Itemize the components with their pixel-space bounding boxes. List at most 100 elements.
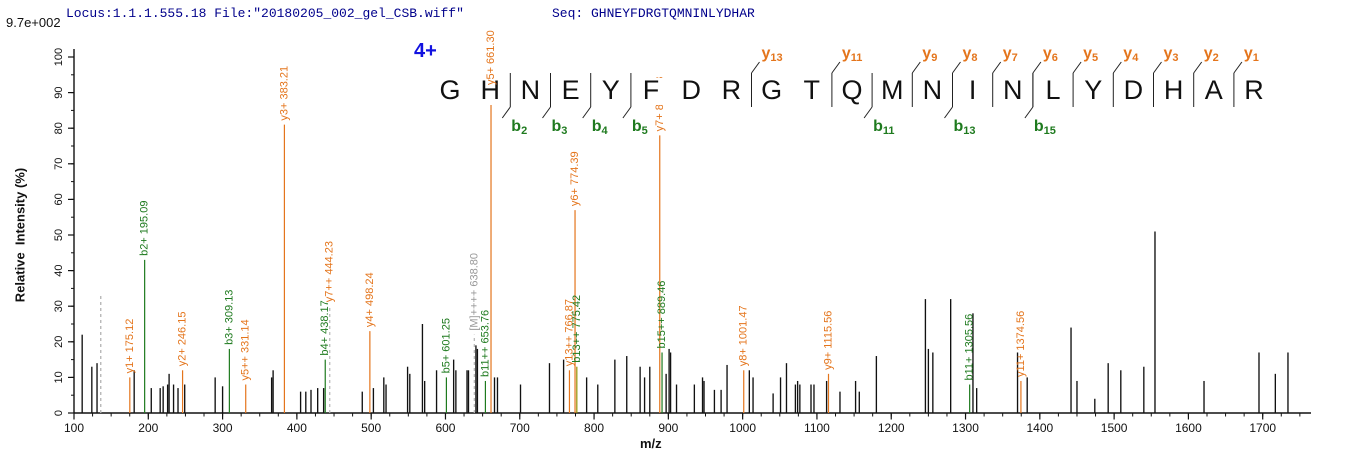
y-ion-label: y8 bbox=[963, 45, 978, 64]
sequence-residue: R bbox=[722, 75, 742, 105]
y-tick-label: 30 bbox=[53, 300, 65, 312]
sequence-letter-bg bbox=[639, 78, 663, 105]
sequence-letter-bg bbox=[880, 78, 905, 105]
y-ion-diagonal bbox=[1072, 61, 1082, 74]
peak-label: y11+ 1374.56 bbox=[1015, 311, 1027, 377]
sequence-residue: Q bbox=[841, 75, 862, 105]
peak-label: [M]++++ 638.80 bbox=[468, 253, 480, 331]
b-ion-diagonal bbox=[863, 106, 873, 119]
sequence-letter-bg bbox=[960, 78, 985, 105]
x-tick-label: 500 bbox=[361, 421, 381, 435]
y-ion-label: y11 bbox=[842, 45, 863, 64]
y-tick-label: 60 bbox=[53, 193, 65, 205]
intensity-scale-label: 9.7e+002 bbox=[6, 15, 61, 30]
b-ion-label: b2 bbox=[511, 118, 527, 137]
x-tick-label: 1100 bbox=[804, 421, 830, 435]
x-tick-label: 400 bbox=[287, 421, 307, 435]
b-ion-label: b15 bbox=[1034, 118, 1056, 137]
y-tick-label: 0 bbox=[53, 410, 65, 416]
b-ion-diagonal bbox=[501, 106, 511, 119]
y-ion-label: y7 bbox=[1003, 45, 1018, 64]
sequence-residue: D bbox=[681, 75, 701, 105]
x-axis-title: m/z bbox=[640, 436, 662, 451]
peak-label: y4+ 498.24 bbox=[364, 272, 376, 327]
y-tick-label: 100 bbox=[53, 48, 65, 66]
sequence-residue: L bbox=[1045, 75, 1060, 105]
axes: 100 200 300 400 500 600 700 800 900 1000 1100 1200 1… bbox=[53, 48, 1311, 435]
sequence-residue: M bbox=[881, 75, 904, 105]
y-ion-diagonal bbox=[751, 61, 760, 74]
x-tick-label: 700 bbox=[510, 421, 530, 435]
sequence-residue: G bbox=[761, 75, 782, 105]
sequence-letter-bg bbox=[759, 78, 784, 105]
y-ion-diagonal bbox=[1193, 61, 1203, 74]
b-ion-label: b5 bbox=[632, 118, 648, 137]
sequence-residue: D bbox=[1124, 75, 1144, 105]
b-ion-diagonal bbox=[1024, 106, 1034, 119]
y-ion-label: y9 bbox=[922, 45, 937, 64]
peak-label: b2+ 195.09 bbox=[139, 201, 151, 256]
x-tick-label: 800 bbox=[584, 421, 604, 435]
sequence-letter-bg bbox=[1161, 78, 1186, 105]
y-ion-label: y3 bbox=[1164, 45, 1179, 64]
x-tick-label: 1000 bbox=[729, 421, 756, 435]
peak-label: b3+ 309.13 bbox=[223, 290, 235, 345]
x-tick-label: 600 bbox=[435, 421, 455, 435]
peak-label: y6+ 774.39 bbox=[569, 151, 581, 206]
sequence-letter-bg bbox=[840, 78, 864, 105]
locus-file-label: Locus:1.1.1.555.18 File:"20180205_002_ge… bbox=[66, 6, 464, 21]
sequence-letter-bg bbox=[478, 78, 503, 105]
sequence-residue: N bbox=[923, 75, 943, 105]
sequence-letter-bg bbox=[1201, 78, 1226, 105]
y-ion-label: y1 bbox=[1244, 45, 1259, 64]
peak-label: b5+ 601.25 bbox=[440, 318, 452, 373]
peak-label: y5++ 331.14 bbox=[240, 319, 252, 380]
y-axis-title: Relative Intensity (%) bbox=[12, 167, 28, 303]
y-ion-diagonal bbox=[1112, 61, 1122, 74]
x-tick-label: 1300 bbox=[952, 421, 979, 435]
y-ion-label: y6 bbox=[1043, 45, 1058, 64]
y-tick-label: 10 bbox=[53, 371, 65, 383]
sequence-residue: F bbox=[643, 75, 660, 105]
peak-labels: y1+ 175.12 b2+ 195.09 y2+ 246.15 b3+ 309.13… bbox=[124, 30, 1027, 380]
y-ion-diagonal bbox=[831, 61, 841, 74]
peak-label: y2+ 246.15 bbox=[177, 312, 189, 367]
sequence-letter-bg bbox=[438, 78, 462, 105]
b-ion-diagonal bbox=[622, 106, 632, 119]
peak-label: b13++ 775.42 bbox=[571, 295, 583, 363]
b-ion-diagonal bbox=[582, 106, 592, 119]
y-tick-label: 50 bbox=[53, 229, 65, 241]
peak-label: y13++ 766.87 bbox=[563, 299, 575, 366]
sequence-residue: Y bbox=[1084, 75, 1102, 105]
peak-label: y9+ 1115.56 bbox=[823, 311, 835, 370]
x-tick-label: 1600 bbox=[1175, 421, 1202, 435]
sequence-letter-bg bbox=[558, 78, 583, 105]
x-tick-label: 100 bbox=[64, 421, 84, 435]
y-tick-label: 40 bbox=[53, 264, 65, 276]
sequence-residue: N bbox=[1003, 75, 1023, 105]
peak-label: y7++ 444.23 bbox=[324, 241, 336, 302]
precursor-charge-label: 4+ bbox=[414, 40, 437, 62]
sequence-residue: H bbox=[480, 75, 500, 105]
x-tick-label: 900 bbox=[658, 421, 678, 435]
y-ion-label: y5 bbox=[1083, 45, 1098, 64]
peak-label: b11++ 653.76 bbox=[479, 310, 491, 377]
x-tick-label: 1700 bbox=[1249, 421, 1276, 435]
peak-label: b4+ 438.17 bbox=[319, 300, 331, 355]
b-ion-label: b4 bbox=[592, 118, 609, 137]
y-tick-label: 70 bbox=[53, 158, 65, 170]
x-tick-label: 1200 bbox=[878, 421, 905, 435]
sequence-residue: E bbox=[562, 75, 580, 105]
sequence-letter-bg bbox=[598, 78, 623, 105]
sequence-residue: H bbox=[1164, 75, 1184, 105]
sequence-letter-bg bbox=[1242, 78, 1266, 105]
y-ion-label: y2 bbox=[1204, 45, 1219, 64]
sequence-residue: N bbox=[521, 75, 541, 105]
x-tick-label: 200 bbox=[138, 421, 158, 435]
sequence-residue: I bbox=[969, 75, 977, 105]
sequence-residue: G bbox=[439, 75, 460, 105]
y-ion-label: y4 bbox=[1123, 45, 1139, 64]
sequence-header-label: Seq: GHNEYFDRGTQMNINLYDHAR bbox=[552, 6, 755, 21]
